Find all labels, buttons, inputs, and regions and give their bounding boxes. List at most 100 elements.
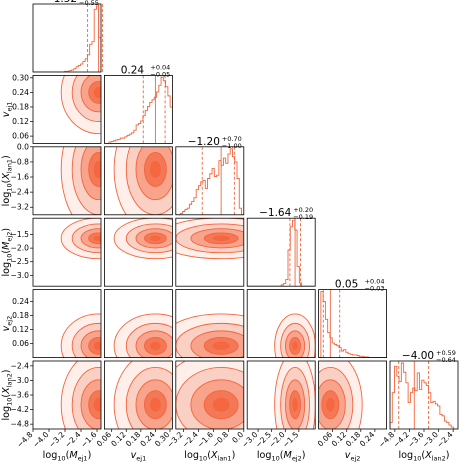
y-tick-label-4-0: 0.24: [12, 297, 29, 306]
x-tick-label-0-1: −4.0: [31, 430, 51, 450]
contour-core-4-0: [93, 341, 101, 351]
panel-frame-4-1: [104, 289, 173, 359]
x-tick-label-2-3: −0.8: [211, 430, 231, 450]
panel-title-plus-3: +0.20: [293, 206, 313, 214]
contour-panel-4-3: [246, 289, 316, 359]
hist-panel-4: 0.05 +0.04−0.03: [318, 278, 388, 359]
hist-panel-5: −4.00 +0.59−0.64−4.8−4.2−3.6−3.0−2.4log10…: [377, 349, 459, 463]
y-tick-label-2-2: −1.6: [11, 173, 30, 182]
histogram-2: [175, 148, 244, 215]
panel-title-minus-3: −0.19: [293, 213, 313, 221]
panel-frame-4-4: [318, 289, 388, 359]
panel-frame-4-0: [32, 289, 102, 359]
panel-frame-1-0: [32, 75, 102, 144]
y-tick-label-5-4: −4.8: [11, 420, 30, 429]
y-tick-label-5-3: −4.2: [11, 405, 30, 414]
panel-frame-5-5: [389, 360, 459, 430]
panel-frame-2-0: [32, 146, 102, 216]
y-tick-label-2-1: −0.8: [11, 157, 30, 166]
panel-frame-3-1: [104, 217, 173, 287]
x-tick-label-1-3: 0.24: [138, 430, 156, 448]
contour-core-5-4: [326, 397, 335, 412]
x-tick-label-2-2: −1.6: [196, 430, 216, 450]
y-tick-label-4-3: 0.06: [12, 339, 29, 348]
y-tick-label-1-1: 0.24: [12, 88, 29, 97]
panel-frame-3-2: [175, 217, 245, 287]
contour-panel-4-0: 0.24 0.18 0.12 0.06 vej2: [1, 289, 102, 359]
x-axis-label-0: log10(Mej1): [43, 450, 92, 463]
x-axis-label-1: vej1: [131, 450, 147, 463]
y-tick-label-4-2: 0.12: [12, 325, 29, 334]
x-tick-label-3-3: −1.5: [281, 430, 301, 450]
contour-panel-2-1: [104, 146, 173, 216]
y-axis-label-3: log10(Mej2): [1, 228, 14, 277]
x-tick-label-0-2: −3.2: [47, 430, 67, 450]
panel-title-minus-0: −0.55: [79, 0, 99, 7]
contour-core-3-1: [149, 235, 161, 242]
x-tick-label-5-4: −2.4: [435, 430, 455, 450]
panel-frame-5-4: [318, 360, 388, 430]
y-tick-label-3-3: −3.0: [11, 271, 30, 280]
contour-level-3-0-1: [71, 223, 101, 254]
panel-frame-3-3: [246, 217, 316, 287]
y-tick-label-4-1: 0.18: [12, 311, 29, 320]
contour-core-5-1: [149, 397, 161, 412]
y-tick-label-2-3: −2.4: [11, 188, 30, 197]
panel-frame-2-2: [175, 146, 245, 216]
x-axis-label-5: log10(Xlan2): [398, 450, 449, 463]
x-tick-label-0-0: −4.8: [15, 430, 35, 450]
histogram-1: [104, 76, 173, 144]
hist-panel-3: −1.64 +0.20−0.19: [246, 206, 316, 287]
panel-frame-2-1: [104, 146, 173, 216]
panel-title-minus-5: −0.64: [436, 356, 456, 364]
x-tick-label-1-1: 0.12: [109, 430, 127, 448]
panel-frame-5-3: [246, 360, 316, 430]
y-tick-label-1-4: 0.06: [12, 132, 29, 141]
y-axis-label-4: vej2: [1, 316, 14, 332]
histogram-3: [247, 219, 316, 287]
contour-panel-3-1: [104, 217, 173, 287]
hist-panel-0: −1.52+0.20−0.55: [32, 0, 104, 73]
panel-title-3: −1.64: [259, 207, 291, 219]
y-tick-label-1-2: 0.18: [12, 102, 29, 111]
y-tick-label-1-0: 0.30: [12, 73, 29, 82]
y-tick-label-2-0: 0.0: [17, 142, 29, 151]
y-axis-label-2: log10(Xlan1): [1, 155, 14, 206]
hist-panel-2: −1.20 +0.70−1.00: [175, 135, 245, 216]
x-axis-label-3: log10(Mej2): [257, 450, 306, 463]
y-tick-label-3-2: −2.5: [11, 257, 30, 266]
panel-title-plus-2: +0.70: [222, 135, 242, 143]
x-axis-label-2: log10(Xlan1): [184, 450, 235, 463]
panel-title-minus-4: −0.03: [365, 285, 385, 293]
x-tick-label-2-0: −3.2: [165, 430, 185, 450]
y-tick-label-5-1: −3.0: [11, 376, 30, 385]
panel-frame-5-2: [175, 360, 245, 430]
panel-frame-4-3: [246, 289, 316, 359]
contour-panel-5-0: −4.8−4.0−3.2−2.4−1.6log10(Mej1)−2.4−3.0−…: [1, 360, 102, 463]
contour-core-3-0: [93, 235, 101, 242]
contour-core-5-0: [93, 397, 101, 412]
panel-title-4: 0.05: [335, 279, 358, 291]
contour-core-4-1: [149, 341, 161, 351]
y-tick-label-3-1: −2.0: [11, 244, 30, 253]
x-tick-label-0-3: −2.4: [63, 430, 83, 450]
y-tick-label-2-4: −3.2: [11, 203, 30, 212]
y-axis-label-1: vej1: [1, 102, 14, 118]
histogram-0: [33, 5, 101, 72]
x-tick-label-4-3: 0.24: [358, 430, 376, 448]
contour-panel-3-2: [175, 217, 245, 287]
panel-frame-0-0: [32, 3, 102, 73]
x-tick-label-0-4: −1.6: [79, 430, 99, 450]
x-tick-label-2-1: −2.4: [180, 430, 200, 450]
contour-panel-4-1: [104, 289, 173, 359]
x-axis-label-4: vej2: [345, 450, 361, 463]
panel-frame-5-1: [104, 360, 173, 430]
contour-panel-4-2: [175, 289, 245, 359]
panel-title-plus-4: +0.04: [365, 278, 385, 286]
panel-title-2: −1.20: [188, 136, 220, 148]
panel-title-0: −1.52: [45, 0, 77, 5]
panel-title-1: 0.24: [121, 64, 145, 76]
